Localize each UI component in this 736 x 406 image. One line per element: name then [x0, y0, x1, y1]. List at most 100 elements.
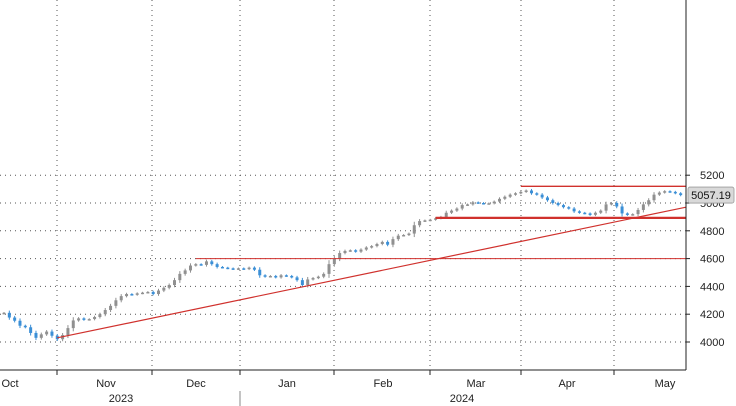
candle-body — [492, 201, 496, 204]
candle-body — [327, 264, 331, 274]
candle-body — [503, 196, 507, 199]
x-tick-label: Jan — [278, 378, 296, 390]
y-tick-label: 4200 — [700, 309, 724, 321]
x-tick-label: Feb — [374, 378, 393, 390]
candle-body — [620, 206, 624, 214]
candle-body — [593, 212, 597, 215]
candle-body — [604, 204, 608, 211]
candle-body — [391, 239, 395, 245]
candle-body — [151, 291, 155, 295]
candle-body — [583, 212, 587, 215]
candle-body — [199, 264, 203, 266]
candle-body — [167, 285, 171, 288]
candle-body — [268, 275, 272, 278]
candle-body — [215, 264, 219, 267]
candle-body — [220, 266, 224, 269]
candle-body — [263, 275, 267, 277]
candle-body — [119, 296, 123, 301]
candle-body — [466, 204, 470, 206]
candle-body — [316, 276, 320, 279]
candle-body — [114, 300, 118, 306]
candle-body — [524, 190, 528, 192]
candle-body — [130, 294, 134, 296]
candle-body — [460, 205, 464, 209]
candle-body — [418, 221, 422, 226]
candle-body — [375, 244, 379, 247]
candle-body — [572, 208, 576, 212]
candle-body — [354, 250, 358, 252]
candle-body — [423, 220, 427, 222]
y-tick-label: 5200 — [700, 170, 724, 182]
candle-body — [231, 268, 235, 270]
candle-body — [236, 268, 240, 270]
candle-body — [295, 277, 299, 281]
candle-body — [29, 327, 33, 333]
candle-body — [39, 334, 43, 338]
candle-body — [311, 278, 315, 280]
candle-body — [498, 198, 502, 202]
candle-body — [551, 200, 555, 203]
candle-body — [487, 203, 491, 205]
candle-body — [77, 318, 81, 321]
candles — [2, 188, 683, 342]
candle-body — [657, 192, 661, 195]
candle-body — [146, 291, 150, 294]
candle-body — [641, 204, 645, 210]
x-tick-label: Mar — [467, 378, 486, 390]
candle-body — [173, 280, 176, 286]
candle-body — [508, 194, 512, 197]
candle-body — [380, 241, 384, 245]
candle-body — [609, 203, 613, 205]
candle-body — [13, 317, 17, 321]
candle-body — [188, 265, 192, 271]
candle-body — [322, 273, 326, 277]
candle-body — [258, 269, 262, 276]
candle-body — [338, 253, 342, 259]
candle-body — [125, 294, 129, 297]
annotation-trendline — [57, 206, 687, 339]
candle-body — [332, 258, 336, 265]
candle-body — [290, 275, 294, 278]
candle-body — [434, 218, 438, 220]
candle-body — [279, 275, 283, 278]
candle-body — [556, 203, 560, 206]
last-value-badge: 5057.19 — [687, 186, 735, 204]
candle-body — [540, 194, 544, 198]
last-value-label: 5057.19 — [691, 190, 731, 202]
y-tick-label: 4800 — [700, 226, 724, 238]
candle-body — [82, 318, 86, 320]
candle-body — [455, 208, 459, 211]
candle-body — [370, 246, 374, 248]
candle-body — [162, 287, 166, 291]
candle-body — [45, 331, 49, 335]
candle-body — [274, 275, 278, 278]
candle-body — [535, 193, 539, 195]
y-tick-label: 4600 — [700, 254, 724, 266]
candle-body — [359, 249, 363, 252]
candle-body — [7, 312, 11, 318]
candle-body — [109, 305, 113, 311]
candle-body — [284, 275, 288, 277]
candle-body — [412, 225, 416, 234]
candle-body — [141, 292, 145, 295]
candle-body — [668, 191, 672, 193]
candle-body — [93, 316, 97, 320]
candle-body — [428, 219, 432, 222]
candle-body — [647, 200, 651, 205]
grid — [0, 0, 686, 370]
candle-body — [599, 210, 603, 213]
candle-body — [71, 320, 75, 329]
candle-body — [636, 209, 640, 215]
year-label: 2024 — [450, 393, 474, 405]
candle-body — [50, 331, 54, 336]
candle-body — [407, 233, 411, 236]
candle-body — [103, 310, 107, 315]
candle-body — [98, 314, 102, 317]
candle-body — [18, 320, 22, 326]
candle-body — [247, 267, 251, 270]
candle-body — [157, 290, 161, 295]
candle-body — [306, 279, 310, 286]
year-label: 2023 — [109, 393, 133, 405]
candle-body — [23, 325, 27, 328]
